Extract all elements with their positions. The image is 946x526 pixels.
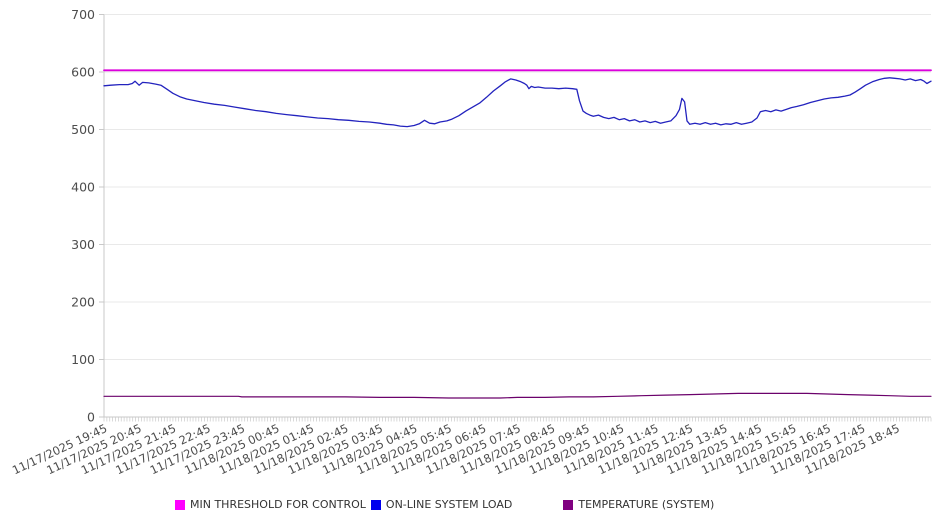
legend-swatch-min-threshold-icon (175, 499, 185, 510)
legend-label-temperature: TEMPERATURE (SYSTEM) (578, 498, 715, 511)
legend-item-online-system-load: ON-LINE SYSTEM LOAD (370, 498, 513, 511)
y-tick-label: 0 (87, 410, 95, 425)
y-tick-label: 700 (71, 7, 95, 22)
legend-item-temperature-system: TEMPERATURE (SYSTEM) (563, 498, 714, 511)
legend-label-min-threshold: MIN THRESHOLD FOR CONTROL (190, 498, 366, 511)
y-tick-label: 200 (71, 295, 95, 310)
y-tick-label: 100 (71, 352, 95, 367)
y-tick-label: 300 (71, 237, 95, 252)
series-line-on-line-system-load (103, 77, 932, 128)
legend-swatch-online-system-load-icon (370, 499, 381, 510)
y-tick-label: 500 (71, 122, 95, 137)
series-line-temperature-system- (103, 392, 932, 399)
legend-item-min-threshold-for-control: MIN THRESHOLD FOR CONTROL (175, 498, 366, 511)
chart-legend: MIN THRESHOLD FOR CONTROL ON-LINE SYSTEM… (175, 498, 714, 511)
y-tick-label: 400 (71, 180, 95, 195)
legend-swatch-temperature-icon (563, 499, 574, 510)
legend-label-online-system-load: ON-LINE SYSTEM LOAD (385, 498, 513, 511)
y-tick-label: 600 (71, 65, 95, 80)
